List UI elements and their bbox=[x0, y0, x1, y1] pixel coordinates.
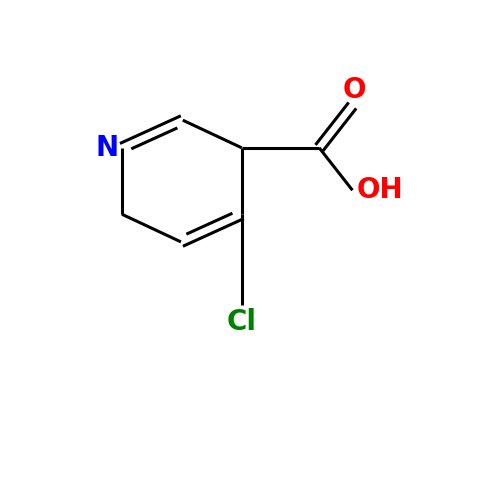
Text: Cl: Cl bbox=[227, 308, 257, 336]
Text: O: O bbox=[342, 76, 366, 103]
Text: N: N bbox=[96, 134, 119, 162]
Text: OH: OH bbox=[357, 176, 403, 204]
